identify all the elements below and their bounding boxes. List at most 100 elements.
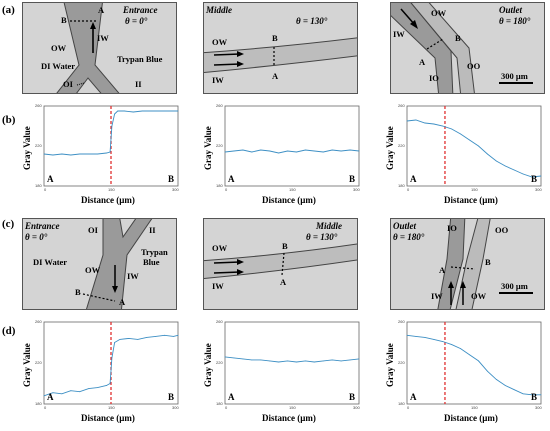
y-tick-label: 260 bbox=[216, 103, 223, 108]
data-point bbox=[540, 175, 542, 177]
data-point bbox=[322, 360, 324, 362]
row-label-c: (c) bbox=[2, 218, 15, 230]
data-point bbox=[504, 165, 506, 167]
label-iw: IW bbox=[97, 33, 109, 43]
label-a: A bbox=[98, 5, 105, 15]
channel-drawing bbox=[204, 243, 357, 280]
data-point bbox=[469, 354, 470, 356]
y-tick-label: 260 bbox=[398, 319, 405, 324]
data-point bbox=[88, 153, 90, 155]
y-tick-label: 180 bbox=[216, 401, 223, 406]
data-point bbox=[251, 359, 253, 361]
data-point bbox=[128, 338, 130, 339]
panel-angle: θ = 180° bbox=[393, 232, 425, 242]
data-point bbox=[287, 150, 288, 152]
label-a: A bbox=[47, 392, 54, 402]
label-iw: IW bbox=[393, 29, 405, 39]
x-axis-label: Distance (μm) bbox=[444, 195, 498, 205]
y-axis-label: Gray Value bbox=[203, 343, 213, 387]
data-point bbox=[424, 122, 426, 124]
x-axis-label: Distance (μm) bbox=[262, 413, 316, 423]
y-tick-label: 220 bbox=[398, 143, 405, 148]
data-point bbox=[106, 385, 107, 386]
panel-title: Middle bbox=[206, 5, 232, 15]
label-ow: OW bbox=[431, 8, 447, 18]
data-point bbox=[233, 357, 235, 359]
data-point bbox=[52, 392, 54, 394]
data-point bbox=[495, 160, 497, 162]
y-axis-label: Gray Value bbox=[22, 343, 32, 387]
label-b: B bbox=[61, 15, 67, 25]
data-point bbox=[106, 152, 107, 154]
data-point bbox=[278, 152, 279, 154]
panel-title: Outlet bbox=[393, 221, 417, 231]
data-point bbox=[487, 153, 488, 155]
label-oo: OO bbox=[495, 225, 509, 235]
label-a: A bbox=[119, 297, 126, 307]
label-trypan: Trypan bbox=[141, 247, 168, 257]
data-point bbox=[358, 150, 360, 152]
data-point bbox=[415, 335, 417, 337]
label-a: A bbox=[410, 392, 417, 402]
data-point bbox=[531, 394, 533, 396]
plot-svg bbox=[43, 321, 179, 405]
data-point bbox=[460, 133, 461, 135]
channel-drawing bbox=[391, 3, 475, 93]
plot-frame bbox=[224, 105, 360, 187]
x-tick-label: 300 bbox=[172, 405, 179, 410]
data-point bbox=[504, 385, 506, 386]
plot-b-middle: 260 220 180 0 150 300 A B Distance (μm) Gray Valu… bbox=[203, 103, 363, 210]
y-tick-label: 180 bbox=[35, 183, 42, 188]
data-point bbox=[478, 145, 479, 147]
x-axis-label: Distance (μm) bbox=[81, 413, 135, 423]
label-b: B bbox=[349, 174, 356, 184]
scale-bar-label: 300 μm bbox=[501, 71, 528, 81]
data-point bbox=[540, 394, 542, 396]
plot-b-outlet: 260 220 180 0 150 300 A B Distance (μm) Gray Valu… bbox=[385, 103, 545, 210]
panel-angle: θ = 0° bbox=[125, 16, 148, 26]
x-tick-label: 300 bbox=[535, 187, 542, 192]
y-tick-label: 260 bbox=[398, 103, 405, 108]
data-point bbox=[313, 361, 315, 363]
channel-drawing bbox=[56, 3, 120, 93]
data-point bbox=[296, 361, 297, 363]
data-point bbox=[531, 176, 533, 178]
data-point bbox=[43, 153, 45, 155]
label-ii: II bbox=[135, 79, 142, 89]
data-point bbox=[287, 360, 288, 362]
label-b: B bbox=[349, 392, 356, 402]
data-point bbox=[269, 150, 271, 152]
data-point bbox=[433, 123, 435, 125]
plot-d-outlet: 260 220 180 0 150 300 A B Distance (μm) Gray Valu… bbox=[385, 319, 545, 428]
plot-svg bbox=[224, 105, 360, 187]
gray-value-line bbox=[406, 119, 542, 178]
data-point bbox=[358, 358, 360, 360]
data-point bbox=[168, 110, 170, 112]
plot-frame bbox=[406, 321, 542, 405]
label-iw: IW bbox=[212, 281, 224, 291]
data-point bbox=[349, 149, 351, 151]
data-point bbox=[478, 360, 479, 362]
panel-title: Outlet bbox=[499, 5, 523, 15]
data-point bbox=[487, 370, 488, 372]
scale-bar bbox=[499, 82, 533, 84]
label-oi: OI bbox=[63, 79, 73, 89]
label-di-water: DI Water bbox=[33, 257, 68, 267]
data-point bbox=[224, 356, 226, 358]
plot-d-entrance: 260 220 180 0 150 300 A B Distance (μm) Gray Valu… bbox=[22, 319, 182, 428]
data-point bbox=[61, 393, 63, 395]
panel-title: Middle bbox=[316, 221, 342, 231]
x-tick-label: 300 bbox=[535, 405, 542, 410]
data-point bbox=[146, 336, 148, 338]
y-tick-label: 180 bbox=[216, 183, 223, 188]
x-tick-label: 0 bbox=[407, 187, 410, 192]
data-point bbox=[305, 149, 306, 151]
data-point bbox=[70, 390, 72, 392]
data-point bbox=[111, 357, 113, 359]
y-tick-label: 220 bbox=[216, 360, 223, 365]
label-iw: IW bbox=[127, 271, 139, 281]
x-tick-label: 150 bbox=[289, 187, 296, 192]
panel-angle: θ = 130° bbox=[306, 232, 338, 242]
data-point bbox=[88, 388, 90, 390]
data-point bbox=[114, 113, 115, 115]
